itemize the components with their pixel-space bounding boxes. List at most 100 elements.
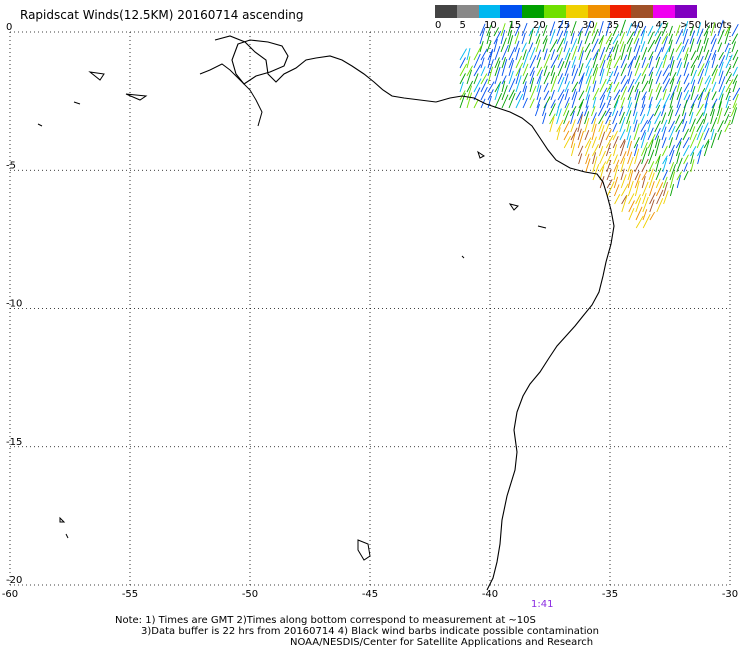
wind-barb bbox=[515, 93, 524, 109]
wind-barb bbox=[703, 113, 708, 125]
wind-barb bbox=[466, 80, 474, 93]
wind-barb bbox=[508, 57, 514, 69]
wind-barb bbox=[591, 112, 597, 125]
wind-barb bbox=[635, 197, 642, 213]
wind-barb bbox=[619, 116, 626, 133]
wind-barb bbox=[655, 182, 664, 197]
wind-barb bbox=[584, 42, 591, 53]
wind-barb bbox=[536, 49, 542, 61]
wind-barb bbox=[500, 23, 506, 37]
wind-barb bbox=[661, 112, 667, 125]
wind-barb bbox=[556, 108, 562, 125]
wind-barb bbox=[563, 22, 570, 37]
wind-barb bbox=[501, 75, 507, 85]
wind-barb bbox=[605, 120, 611, 133]
wind-barb bbox=[522, 73, 529, 85]
wind-barb bbox=[612, 33, 620, 45]
wind-barb bbox=[549, 39, 558, 53]
wind-barb bbox=[682, 38, 689, 53]
wind-barb bbox=[717, 19, 724, 37]
lat-tick-label: -10 bbox=[6, 299, 22, 310]
wind-barb bbox=[599, 68, 605, 85]
legend-swatch bbox=[631, 5, 654, 18]
lon-tick-label: -40 bbox=[482, 589, 498, 600]
wind-barb bbox=[578, 72, 585, 85]
wind-barb bbox=[577, 114, 583, 133]
wind-barb bbox=[732, 80, 737, 93]
wind-barb bbox=[690, 152, 695, 165]
wind-barb bbox=[696, 112, 704, 125]
wind-barb bbox=[599, 161, 607, 173]
wind-barb bbox=[571, 45, 578, 61]
wind-barb bbox=[633, 144, 639, 157]
wind-barb bbox=[521, 42, 527, 53]
wind-barb bbox=[592, 52, 599, 69]
wind-barb bbox=[620, 174, 627, 189]
wind-barb bbox=[724, 26, 730, 37]
wind-barb bbox=[612, 24, 619, 37]
lat-tick-label: -20 bbox=[6, 575, 22, 586]
wind-barb bbox=[681, 99, 688, 117]
wind-barb bbox=[627, 151, 633, 165]
wind-barb bbox=[529, 70, 535, 85]
wind-barb bbox=[592, 144, 599, 157]
wind-barb bbox=[682, 120, 688, 133]
wind-barb bbox=[626, 126, 632, 141]
wind-barb bbox=[598, 120, 604, 133]
wind-barb bbox=[711, 64, 719, 77]
wind-barb bbox=[473, 78, 482, 93]
wind-barb bbox=[697, 77, 704, 93]
wind-barb bbox=[549, 29, 556, 45]
wind-barb bbox=[669, 71, 677, 85]
legend-label: 5 bbox=[459, 20, 466, 31]
wind-barb bbox=[599, 87, 608, 101]
wind-barb bbox=[633, 38, 640, 53]
wind-barb bbox=[556, 127, 561, 141]
wind-barb bbox=[592, 97, 597, 109]
wind-barb bbox=[696, 28, 704, 45]
wind-barb bbox=[626, 37, 634, 53]
wind-barb bbox=[668, 120, 675, 133]
wind-barb bbox=[563, 120, 570, 133]
wind-barb bbox=[597, 102, 606, 117]
wind-barb bbox=[683, 162, 688, 173]
wind-barb bbox=[528, 42, 534, 53]
wind-barb bbox=[656, 189, 664, 205]
wind-barb bbox=[613, 184, 620, 197]
wind-barb bbox=[655, 98, 662, 109]
legend-labels: 0 5 10 15 20 25 30 35 40 45 >50 knots bbox=[435, 18, 732, 32]
wind-barb bbox=[641, 47, 648, 61]
legend-swatch bbox=[675, 5, 697, 18]
wind-barb bbox=[500, 37, 507, 53]
wind-barb bbox=[480, 98, 486, 109]
wind-barb bbox=[508, 59, 515, 77]
legend-swatch bbox=[500, 5, 523, 18]
wind-barb bbox=[633, 23, 640, 37]
lat-tick-label: -15 bbox=[6, 437, 22, 448]
wind-barb bbox=[704, 77, 712, 93]
wind-barb bbox=[634, 148, 640, 165]
wind-barb bbox=[717, 107, 723, 125]
wind-barb bbox=[585, 158, 591, 173]
wind-barb bbox=[611, 100, 619, 117]
wind-barb bbox=[564, 88, 569, 101]
wind-barb bbox=[717, 42, 723, 53]
wind-barb bbox=[723, 106, 730, 117]
wind-barb bbox=[654, 22, 663, 37]
wind-barb bbox=[648, 168, 654, 181]
wind-barb bbox=[675, 114, 681, 125]
wind-barb bbox=[501, 85, 508, 101]
wind-barb bbox=[598, 110, 607, 125]
wind-barb bbox=[640, 30, 646, 45]
legend-label: 10 bbox=[484, 20, 497, 31]
wind-barb bbox=[585, 49, 592, 61]
wind-barb bbox=[494, 45, 501, 61]
wind-barb bbox=[535, 39, 541, 53]
wind-barb bbox=[584, 130, 590, 141]
wind-barb bbox=[655, 56, 661, 69]
wind-barb bbox=[689, 126, 696, 141]
wind-barb bbox=[635, 194, 641, 205]
wind-barb bbox=[676, 92, 683, 109]
lon-tick-label: -50 bbox=[242, 589, 258, 600]
wind-barb bbox=[522, 81, 527, 93]
